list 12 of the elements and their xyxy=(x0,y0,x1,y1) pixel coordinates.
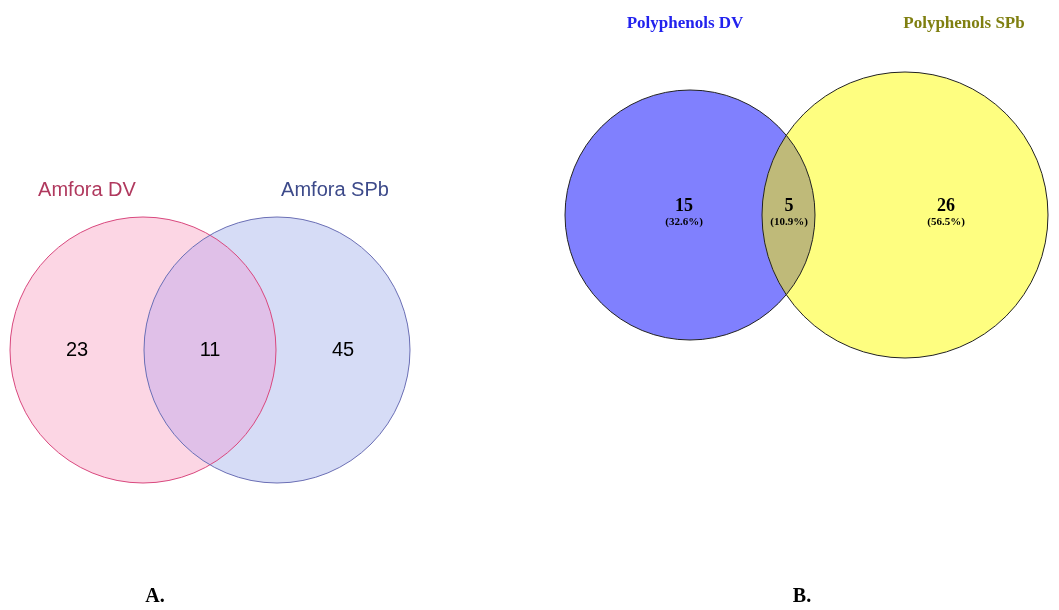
category-label: Polyphenols DV xyxy=(626,13,745,33)
category-label: Amfora SPb xyxy=(281,177,389,200)
data-label: 15 (32.6%) xyxy=(665,194,704,228)
category-label: Polyphenols SPb xyxy=(903,13,1025,33)
data-label: 11 xyxy=(199,337,221,360)
data-label: 45 xyxy=(331,337,355,360)
data-label: 23 xyxy=(65,337,89,360)
category-label: Amfora DV xyxy=(38,177,137,200)
text: A. xyxy=(145,584,165,607)
text: B. xyxy=(792,584,812,607)
data-label: 5 (10.9%) xyxy=(770,194,809,228)
data-label: 26 (56.5%) xyxy=(927,194,966,228)
